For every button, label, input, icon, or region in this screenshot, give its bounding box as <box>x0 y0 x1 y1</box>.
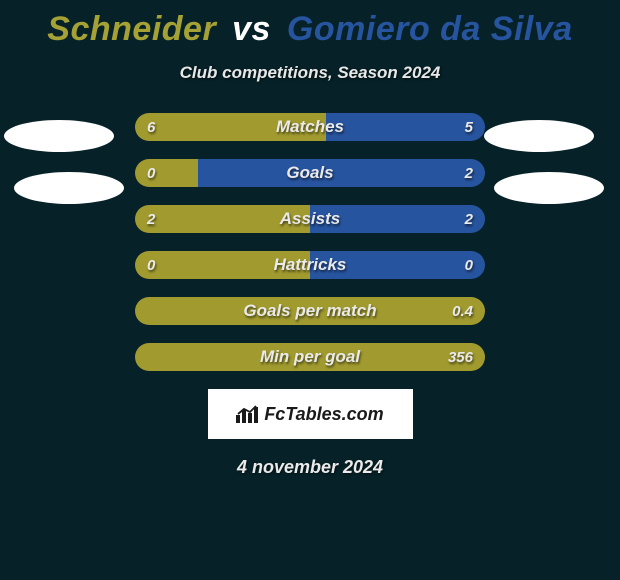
player1-badge-1 <box>4 120 114 152</box>
bar-fill-player2 <box>310 205 485 233</box>
player2-name: Gomiero da Silva <box>287 10 573 48</box>
source-brand-text: FcTables.com <box>264 404 383 425</box>
bar-fill-player2 <box>198 159 485 187</box>
player2-badge-1 <box>484 120 594 152</box>
player1-name: Schneider <box>47 10 216 48</box>
player2-badge-2 <box>494 172 604 204</box>
title-vs: vs <box>232 10 271 48</box>
stat-bar: 00Hattricks <box>135 251 485 279</box>
bar-fill-player1 <box>135 343 485 371</box>
stat-bar: 65Matches <box>135 113 485 141</box>
stat-bar: 02Goals <box>135 159 485 187</box>
stat-bar: 356Min per goal <box>135 343 485 371</box>
bar-fill-player1 <box>135 251 310 279</box>
comparison-title: Schneider vs Gomiero da Silva <box>0 0 620 49</box>
bar-fill-player1 <box>135 297 485 325</box>
bar-fill-player2 <box>310 251 485 279</box>
stat-bar: 22Assists <box>135 205 485 233</box>
comparison-chart: 65Matches 02Goals 22Assists 00Hattricks 0.4G… <box>135 113 485 371</box>
source-badge: FcTables.com <box>208 389 413 439</box>
bar-fill-player1 <box>135 159 198 187</box>
player1-badge-2 <box>14 172 124 204</box>
stat-bar: 0.4Goals per match <box>135 297 485 325</box>
chart-icon <box>236 405 258 423</box>
bar-fill-player1 <box>135 205 310 233</box>
bar-fill-player1 <box>135 113 326 141</box>
footer-date: 4 november 2024 <box>0 457 620 478</box>
bar-fill-player2 <box>326 113 485 141</box>
comparison-subtitle: Club competitions, Season 2024 <box>0 63 620 83</box>
